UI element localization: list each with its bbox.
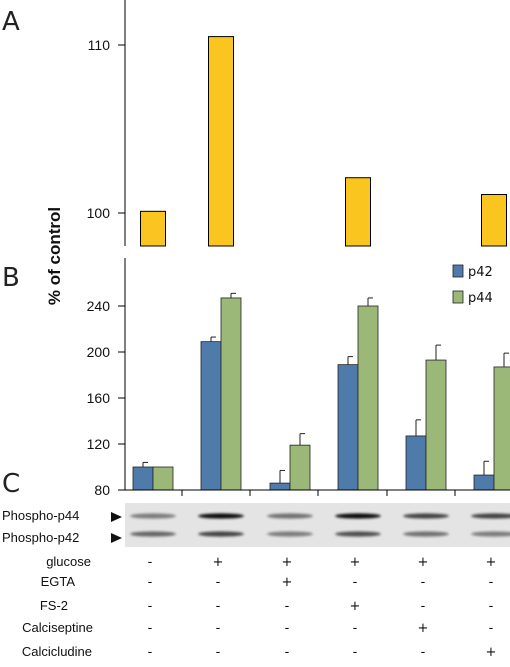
arrowhead-p44 — [111, 512, 122, 522]
minus-sign: - — [148, 555, 153, 570]
panel-letter-a: A — [2, 7, 20, 37]
blot-bands — [130, 513, 510, 537]
panel-b-bars — [132, 292, 510, 491]
plus-sign: + — [282, 555, 293, 570]
condition-label: EGTA — [41, 574, 76, 589]
panel-b-y-ticks: 80 120 160 200 240 — [87, 298, 125, 498]
legend-label-p44: p44 — [468, 291, 493, 306]
panel-letter-c: C — [2, 469, 20, 499]
panel-a-bar — [208, 36, 234, 247]
band-p44 — [198, 513, 244, 519]
y-axis-label: % of control — [45, 207, 64, 305]
band-p42 — [335, 531, 381, 537]
minus-sign: - — [285, 621, 290, 636]
legend-swatch-p44 — [452, 290, 464, 304]
minus-sign: - — [489, 621, 494, 636]
panel-a-bar — [481, 194, 507, 247]
blot-membrane — [125, 503, 510, 547]
band-p44 — [267, 513, 313, 519]
plus-sign: + — [486, 645, 497, 660]
bar-p44 — [425, 359, 447, 491]
panel-b-y-tick-label: 120 — [87, 436, 111, 452]
bar-p44 — [220, 297, 242, 491]
arrowhead-p42 — [111, 533, 122, 543]
band-p44 — [471, 513, 510, 519]
bar-p42 — [132, 466, 154, 491]
minus-sign: - — [489, 575, 494, 590]
band-p44 — [130, 513, 176, 519]
minus-sign: - — [353, 621, 358, 636]
plus-sign: + — [350, 599, 361, 614]
bar-p42 — [473, 474, 495, 491]
bar-p42 — [269, 482, 291, 491]
condition-label: Calciseptine — [22, 620, 93, 635]
minus-sign: - — [148, 645, 153, 660]
minus-sign: - — [216, 575, 221, 590]
minus-sign: - — [216, 621, 221, 636]
minus-sign: - — [216, 599, 221, 614]
minus-sign: - — [216, 645, 221, 660]
panel-a-bars — [140, 36, 507, 247]
panel-letter-b: B — [2, 263, 20, 293]
band-p42 — [130, 531, 176, 537]
panel-b-y-tick-label: 160 — [87, 390, 111, 406]
panel-a-y-tick-label: 100 — [87, 205, 111, 221]
bar-p44 — [493, 366, 510, 491]
panel-b-chart: 80 120 160 200 240 p42 p44 — [87, 258, 510, 498]
panel-a-y-tick-label: 110 — [88, 37, 111, 53]
plus-sign: + — [486, 555, 497, 570]
bar-p44 — [289, 444, 311, 491]
panel-b-y-tick-label: 240 — [87, 298, 111, 314]
band-p44 — [403, 513, 449, 519]
minus-sign: - — [285, 645, 290, 660]
plus-sign: + — [350, 555, 361, 570]
panel-b-y-tick-label: 80 — [94, 482, 110, 498]
treatment-table: glucose - + + + + + EGTA - - + - - - FS-2 - - - + - - Calcise… — [22, 554, 497, 660]
minus-sign: - — [148, 599, 153, 614]
bar-p42 — [200, 341, 222, 491]
band-p44 — [335, 513, 381, 519]
bar-p42 — [405, 435, 427, 491]
minus-sign: - — [285, 599, 290, 614]
western-blot: Phospho-p44 Phospho-p42 — [2, 503, 510, 547]
band-p42 — [198, 531, 244, 537]
panel-b-x-ticks — [181, 490, 456, 496]
minus-sign: - — [421, 575, 426, 590]
bar-p44 — [152, 466, 174, 491]
condition-label: glucose — [46, 554, 91, 569]
band-p42 — [403, 531, 449, 537]
band-p42 — [267, 531, 313, 537]
condition-label: FS-2 — [40, 598, 68, 613]
plus-sign: + — [282, 575, 293, 590]
minus-sign: - — [148, 621, 153, 636]
minus-sign: - — [489, 599, 494, 614]
bar-p42 — [337, 364, 359, 491]
legend: p42 p44 — [452, 264, 493, 306]
panel-a-bar — [140, 210, 166, 247]
plus-sign: + — [418, 555, 429, 570]
panel-a-bar — [345, 177, 371, 247]
band-p42 — [471, 531, 510, 537]
condition-label: Calcicludine — [22, 644, 92, 659]
plus-sign: + — [418, 621, 429, 636]
blot-label-phospho-p42: Phospho-p42 — [2, 530, 79, 545]
minus-sign: - — [148, 575, 153, 590]
legend-swatch-p42 — [452, 264, 464, 278]
minus-sign: - — [421, 645, 426, 660]
minus-sign: - — [421, 599, 426, 614]
panel-b-y-tick-label: 200 — [87, 344, 111, 360]
bar-p44 — [357, 305, 379, 491]
legend-label-p42: p42 — [468, 265, 493, 280]
panel-a-y-ticks: 100 110 — [87, 37, 125, 221]
plus-sign: + — [213, 555, 224, 570]
minus-sign: - — [353, 575, 358, 590]
blot-label-phospho-p44: Phospho-p44 — [2, 508, 79, 523]
panel-a-chart: 100 110 — [87, 0, 507, 247]
minus-sign: - — [353, 645, 358, 660]
